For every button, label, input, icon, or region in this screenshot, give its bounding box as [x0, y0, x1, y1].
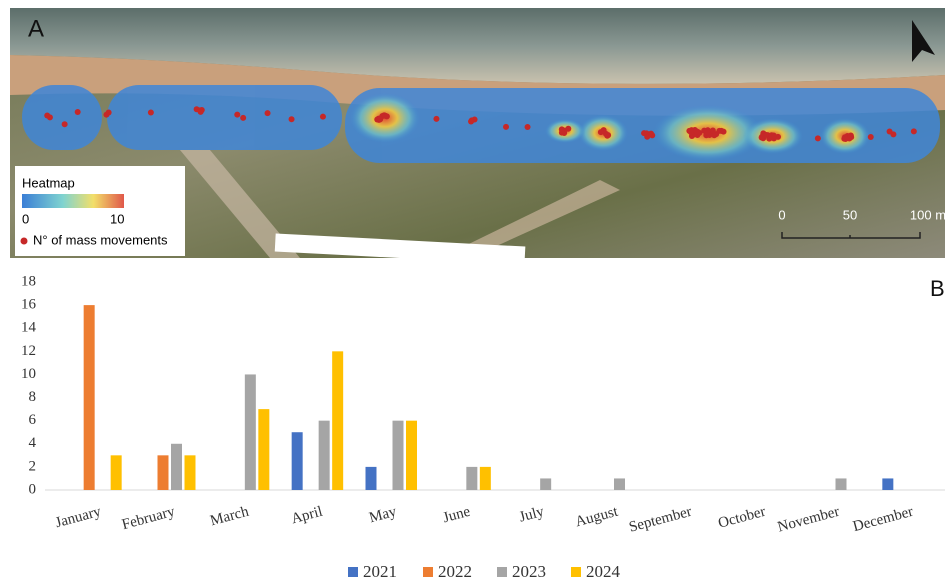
map-point: [320, 114, 326, 120]
bar-chart: 0 2 4 6 8 10 12 14 16 18 January February March April…: [21, 273, 945, 580]
bar: [185, 455, 196, 490]
bar: [258, 409, 269, 490]
bar: [836, 478, 847, 490]
legend-swatch: [348, 567, 358, 577]
map-point: [771, 133, 777, 139]
x-tick-label: September: [627, 504, 693, 536]
x-tick-label: August: [574, 504, 621, 531]
panel-label: A: [28, 15, 44, 42]
bar: [614, 478, 625, 490]
map-point: [265, 110, 271, 116]
y-tick-label: 12: [21, 343, 36, 359]
map-point: [648, 131, 654, 137]
map-point: [815, 135, 821, 141]
map-point: [716, 128, 722, 134]
y-tick-label: 10: [21, 366, 36, 382]
map-point: [692, 127, 698, 133]
bar: [366, 467, 377, 490]
points-label: N° of mass movements: [33, 232, 168, 247]
map-point: [240, 115, 246, 121]
scale-label: 100 m: [910, 207, 946, 222]
legend-label: 2024: [586, 562, 621, 581]
legend-label: 2023: [512, 562, 546, 581]
panel-label: B: [930, 276, 945, 301]
map-point: [759, 134, 765, 140]
map-point: [468, 118, 474, 124]
map-point: [62, 121, 68, 127]
map-panel: A Heatmap 0 10 N° of mass movements 0 50…: [10, 8, 946, 265]
x-tick-label: November: [776, 504, 841, 536]
legend-swatch: [423, 567, 433, 577]
legend-label: 2022: [438, 562, 472, 581]
bar: [393, 421, 404, 490]
map-point: [843, 136, 849, 142]
y-tick-label: 0: [29, 481, 37, 497]
y-tick-label: 18: [21, 273, 36, 289]
scale-label: 50: [843, 207, 857, 222]
map-point: [194, 106, 200, 112]
ramp-max: 10: [110, 211, 124, 226]
map-point: [433, 116, 439, 122]
bar: [171, 444, 182, 490]
bar: [466, 467, 477, 490]
map-point: [503, 124, 509, 130]
bar: [332, 351, 343, 490]
x-tick-label: June: [441, 504, 472, 527]
bar: [245, 374, 256, 490]
bar: [406, 421, 417, 490]
map-point: [148, 109, 154, 115]
map-point: [234, 112, 240, 118]
y-tick-label: 6: [29, 412, 37, 428]
bar: [882, 478, 893, 490]
y-tick-label: 2: [29, 458, 37, 474]
x-tick-label: April: [290, 504, 325, 528]
map-point: [911, 128, 917, 134]
map-point: [289, 116, 295, 122]
map-point: [641, 130, 647, 136]
scale-label: 0: [778, 207, 785, 222]
point-symbol: [21, 238, 28, 245]
x-tick-label: July: [518, 504, 547, 526]
map-point: [565, 126, 571, 132]
map-point: [890, 131, 896, 137]
x-tick-label: October: [717, 504, 768, 532]
map-point: [868, 134, 874, 140]
legend-swatch: [497, 567, 507, 577]
bar: [158, 455, 169, 490]
map-point: [525, 124, 531, 130]
bar: [319, 421, 330, 490]
figure: A Heatmap 0 10 N° of mass movements 0 50…: [0, 0, 951, 586]
map-point: [384, 113, 390, 119]
bar: [540, 478, 551, 490]
y-tick-label: 16: [21, 297, 37, 313]
x-tick-label: January: [54, 504, 104, 532]
y-tick-label: 14: [21, 320, 37, 336]
map-point: [44, 112, 50, 118]
legend-swatch: [571, 567, 581, 577]
bar: [292, 432, 303, 490]
ramp-min: 0: [22, 211, 29, 226]
x-tick-label: December: [851, 504, 915, 535]
map-point: [103, 112, 109, 118]
color-ramp: [22, 194, 124, 208]
y-tick-label: 4: [29, 435, 37, 451]
x-tick-label: March: [209, 504, 251, 530]
y-tick-label: 8: [29, 389, 37, 405]
map-point: [710, 128, 716, 134]
x-tick-label: February: [120, 504, 177, 534]
bar: [84, 305, 95, 490]
x-tick-label: May: [367, 504, 398, 527]
bar: [111, 455, 122, 490]
map-point: [704, 129, 710, 135]
map-point: [75, 109, 81, 115]
legend-label: 2021: [363, 562, 397, 581]
map-point: [598, 129, 604, 135]
legend-title: Heatmap: [22, 175, 75, 190]
bar: [480, 467, 491, 490]
map-point: [559, 130, 565, 136]
